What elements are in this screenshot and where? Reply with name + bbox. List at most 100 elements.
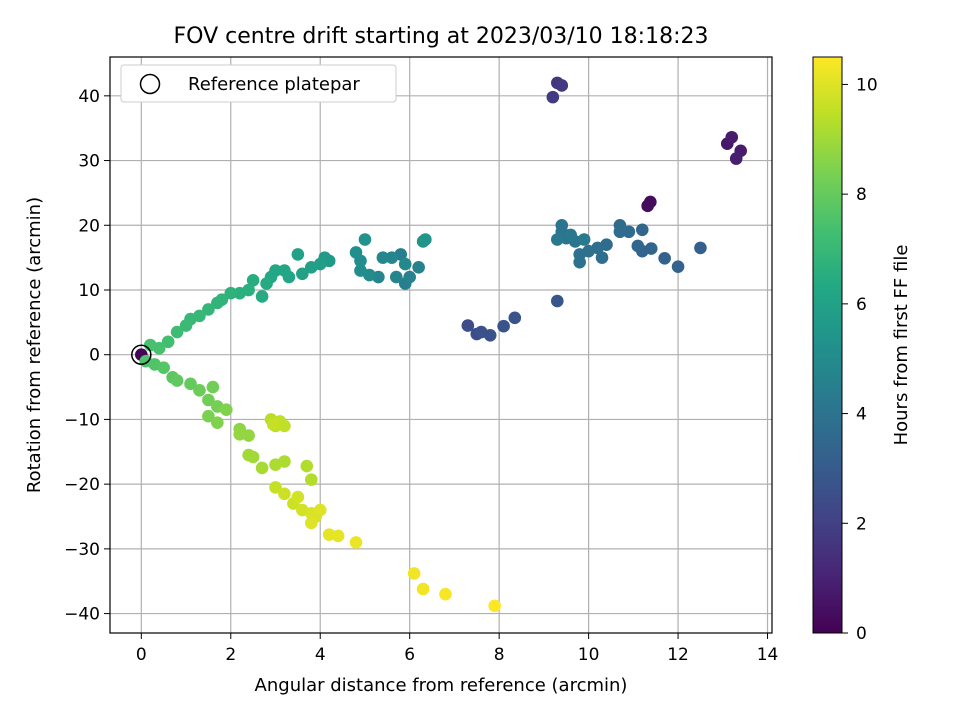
grid-lines (110, 57, 772, 633)
data-point (331, 529, 345, 543)
y-axis-label: Rotation from reference (arcmin) (24, 197, 45, 493)
data-point (497, 319, 510, 333)
colorbar-ticks: 0 2 4 6 8 10 (842, 75, 878, 644)
data-point (488, 599, 501, 613)
colorbar: 0 2 4 6 8 10 Hours from first FF file (812, 56, 912, 644)
legend-entry-reference: Reference platepar (188, 74, 360, 95)
data-point (416, 582, 430, 596)
colorbar-gradient (812, 56, 843, 634)
data-point (595, 251, 609, 264)
data-point (439, 587, 452, 601)
data-point (260, 277, 273, 290)
data-point (202, 409, 215, 423)
data-point (349, 246, 363, 259)
colorbar-label: Hours from first FF file (891, 245, 912, 446)
y-tick-label: −20 (64, 475, 100, 495)
data-point (269, 481, 282, 494)
data-point (550, 233, 564, 246)
colorbar-tick-label: 4 (856, 405, 867, 425)
data-point (555, 218, 569, 232)
x-tick-label: 14 (757, 645, 779, 665)
data-point (376, 251, 390, 264)
data-point (255, 290, 269, 303)
colorbar-tick-label: 6 (856, 295, 867, 315)
data-point (300, 459, 314, 473)
data-point (278, 487, 291, 501)
reference-marker-layer (131, 344, 152, 365)
x-tick-label: 2 (225, 645, 236, 665)
data-point (389, 270, 403, 284)
y-tick-label: 10 (78, 281, 100, 301)
x-tick-label: 12 (667, 645, 689, 665)
colorbar-tick-label: 10 (856, 75, 878, 95)
data-point (291, 248, 305, 261)
legend: Reference platepar (120, 64, 397, 103)
data-point (278, 264, 291, 277)
data-point (206, 380, 220, 394)
y-tick-label: 30 (78, 152, 100, 172)
data-point (407, 567, 421, 580)
data-point (157, 361, 170, 374)
data-point (170, 325, 184, 339)
y-tick-label: 20 (78, 216, 100, 236)
data-point (202, 393, 215, 407)
data-point (266, 418, 280, 431)
colorbar-tick-label: 8 (856, 185, 867, 205)
data-point (403, 270, 416, 284)
data-point (202, 303, 215, 316)
data-point (546, 90, 560, 104)
data-point (385, 251, 399, 264)
data-point (644, 195, 657, 209)
x-tick-label: 10 (578, 645, 600, 665)
data-point (313, 503, 327, 517)
x-tick-label: 8 (494, 645, 505, 665)
data-point (694, 241, 707, 255)
x-tick-label: 6 (404, 645, 415, 665)
y-tick-label: 40 (78, 87, 100, 107)
data-point (725, 130, 739, 144)
x-axis-ticks: 0 2 4 6 8 10 12 14 (136, 633, 778, 665)
data-point (143, 338, 157, 352)
y-axis-ticks: −40 −30 −20 −10 0 10 20 30 40 (64, 87, 110, 625)
y-tick-label: 0 (89, 346, 100, 366)
data-point (550, 294, 564, 308)
data-point (508, 311, 522, 325)
data-point (161, 335, 175, 349)
data-point (224, 286, 238, 300)
x-tick-label: 4 (315, 645, 326, 665)
data-point (211, 296, 224, 310)
data-point (296, 267, 309, 281)
data-point (419, 233, 432, 246)
data-point (211, 416, 224, 429)
data-point (613, 225, 627, 239)
data-point (170, 374, 184, 387)
data-point (671, 260, 685, 273)
colorbar-tick-label: 2 (856, 514, 867, 534)
colorbar-tick-label: 0 (856, 624, 867, 644)
y-tick-label: −30 (64, 540, 100, 560)
data-point (564, 228, 578, 242)
y-tick-label: −40 (64, 605, 100, 625)
data-point (555, 79, 569, 92)
data-point (193, 384, 206, 397)
data-point (729, 152, 743, 165)
data-point (233, 286, 247, 300)
data-point (398, 257, 412, 271)
data-point (631, 239, 645, 253)
data-point (577, 233, 591, 246)
data-point (278, 455, 291, 468)
data-point (635, 223, 649, 237)
data-point (358, 233, 372, 246)
data-points (135, 76, 747, 613)
data-point (483, 328, 497, 342)
data-point (658, 251, 671, 265)
data-point (304, 473, 318, 486)
data-point (461, 319, 475, 332)
data-point (354, 264, 367, 277)
x-axis-label: Angular distance from reference (arcmin) (255, 675, 628, 696)
data-point (246, 273, 260, 287)
data-point (412, 261, 425, 274)
data-point (304, 261, 318, 274)
plot-frame (109, 56, 773, 634)
